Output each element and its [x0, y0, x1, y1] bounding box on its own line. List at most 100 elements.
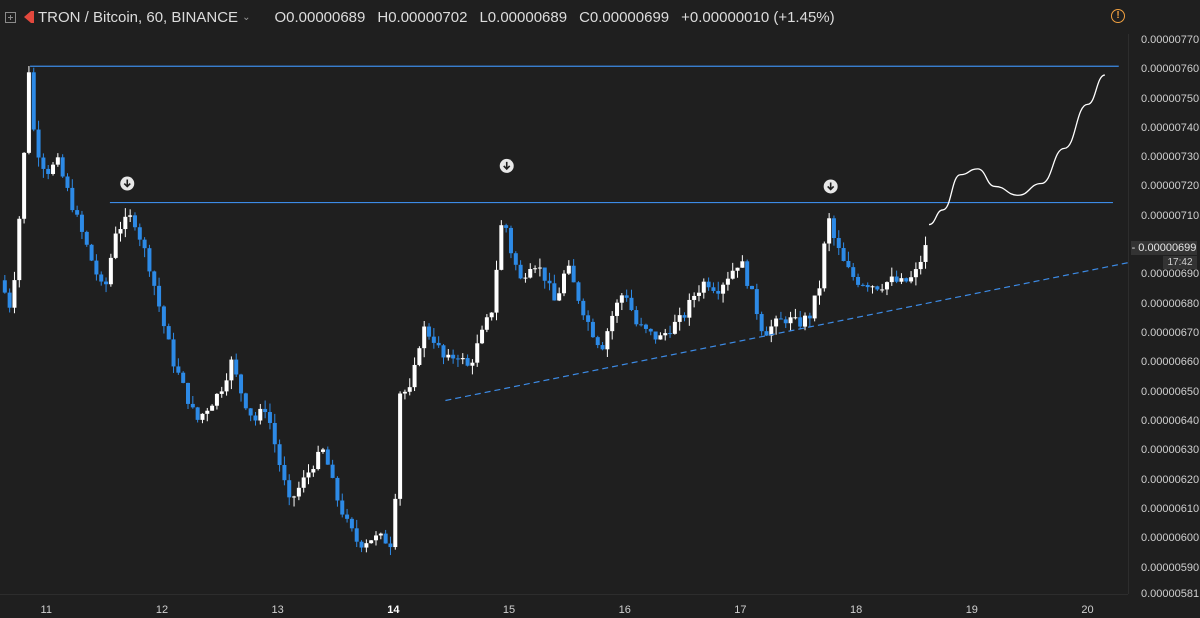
candle-body	[909, 277, 914, 282]
candle-body	[803, 315, 808, 327]
candle-body	[393, 498, 398, 548]
candle-body	[812, 295, 817, 319]
candle-body	[113, 233, 118, 258]
candle-body	[128, 215, 133, 217]
candle-body	[562, 273, 566, 294]
candle-body	[841, 248, 846, 261]
candle-body	[913, 269, 918, 278]
candle-body	[104, 281, 109, 285]
price-axis[interactable]	[1128, 0, 1200, 618]
price-tick-label: 0.00000730	[1141, 151, 1200, 164]
candle-body	[70, 187, 75, 211]
candle-body	[653, 331, 658, 340]
candle-body	[123, 216, 128, 230]
price-tick-label: 0.00000610	[1141, 502, 1200, 515]
candle-body	[345, 514, 350, 519]
candle-body	[22, 152, 27, 219]
candle-body	[899, 278, 904, 282]
candle-body	[272, 422, 277, 445]
candle-body	[340, 500, 345, 515]
candle-body	[484, 317, 489, 330]
candle-body	[624, 295, 629, 298]
low-value: L0.00000689	[479, 8, 568, 26]
time-tick-label: 17	[734, 604, 747, 616]
candle-body	[788, 317, 793, 324]
price-tick-label: 0.00000670	[1141, 327, 1200, 340]
alert-icon[interactable]: !	[1111, 9, 1125, 23]
support-trendline	[445, 262, 1129, 402]
candle-body	[118, 229, 123, 234]
candle-body	[571, 265, 576, 283]
candle-body	[46, 168, 51, 174]
candle-body	[412, 364, 417, 388]
chevron-down-icon[interactable]: ⌄	[242, 11, 251, 23]
candle-body	[619, 295, 624, 303]
candle-body	[176, 366, 181, 373]
candle-body	[513, 253, 518, 265]
candle-body	[455, 358, 460, 360]
candle-body	[682, 315, 687, 318]
candle-body	[764, 331, 769, 336]
candle-body	[889, 276, 894, 283]
candle-body	[711, 287, 716, 291]
candle-body	[171, 339, 176, 367]
candle-body	[586, 315, 591, 322]
exchange-logo-icon	[24, 11, 34, 23]
price-tick-label: 0.00000630	[1141, 444, 1200, 457]
candle-body	[161, 306, 166, 327]
candle-body	[783, 319, 788, 324]
candle-body	[648, 328, 653, 332]
candle-body	[557, 293, 562, 301]
expand-icon[interactable]	[5, 11, 16, 23]
candle-body	[716, 290, 721, 294]
price-tick-label: 0.00000600	[1141, 532, 1200, 545]
candle-body	[181, 372, 186, 383]
down-arrow-glyph	[827, 182, 835, 191]
candle-body	[152, 271, 157, 286]
candle-body	[465, 358, 470, 366]
candle-body	[836, 238, 841, 249]
time-tick-label: 13	[271, 604, 284, 616]
candle-body	[643, 324, 648, 329]
candle-body	[234, 359, 239, 375]
candle-body	[721, 284, 726, 294]
candle-body	[615, 302, 620, 316]
price-tick-label: 0.00000680	[1141, 297, 1200, 310]
candle-body	[316, 451, 321, 470]
price-tick-label: 0.00000720	[1141, 180, 1200, 193]
candle-body	[407, 387, 412, 392]
candle-body	[730, 270, 735, 279]
candle-body	[504, 225, 509, 228]
candle-body	[65, 176, 70, 188]
candle-body	[793, 317, 798, 319]
price-tick-label: 0.00000760	[1141, 63, 1200, 76]
candle-body	[287, 480, 292, 498]
price-tick-label: 0.00000620	[1141, 473, 1200, 486]
candle-body	[263, 408, 268, 413]
candle-body	[282, 465, 287, 481]
candle-body	[658, 335, 663, 340]
symbol-label[interactable]: TRON / Bitcoin, 60, BINANCE	[38, 8, 239, 26]
candle-body	[769, 326, 774, 336]
time-tick-label: 18	[849, 604, 863, 616]
candle-body	[745, 261, 750, 286]
candle-body	[147, 248, 152, 272]
candle-body	[499, 225, 504, 270]
price-tick-label: 0.00000660	[1141, 356, 1200, 369]
candle-body	[846, 260, 851, 268]
candle-body	[740, 261, 745, 268]
down-arrow-glyph	[503, 161, 511, 171]
candle-body	[7, 292, 12, 308]
candle-body	[142, 239, 147, 249]
candle-body	[595, 337, 600, 346]
candle-body	[523, 277, 528, 279]
price-tick-label: 0.00000750	[1141, 92, 1200, 105]
candle-body	[26, 72, 31, 153]
candle-body	[537, 267, 542, 269]
candle-body	[470, 362, 475, 366]
bar-countdown-tag: 17:42	[1163, 256, 1197, 270]
time-tick-label: 20	[1081, 604, 1094, 616]
open-value: O0.00000689	[274, 8, 366, 26]
